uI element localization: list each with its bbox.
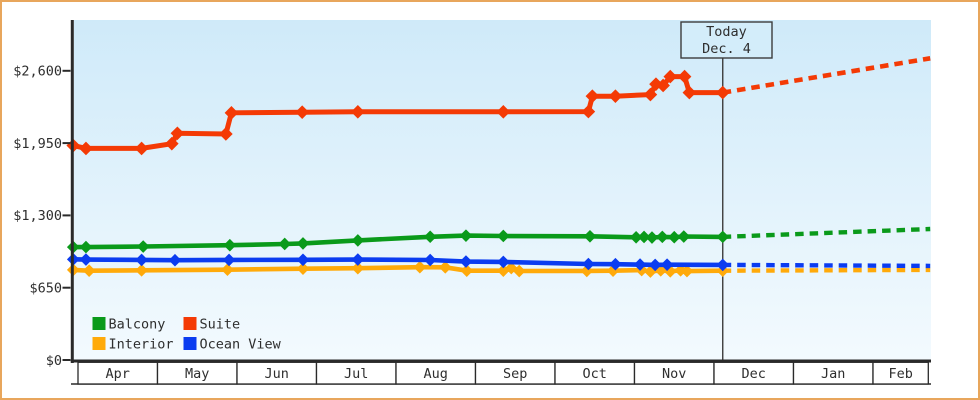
plot-background: [74, 20, 931, 360]
month-cell-feb: [872, 361, 929, 385]
legend-swatch-interior: [92, 337, 106, 350]
month-label: Oct: [583, 366, 607, 382]
month-label: Feb: [888, 366, 912, 382]
month-label: Apr: [106, 366, 130, 382]
month-label: Nov: [662, 366, 686, 382]
y-tick-label: $1,950: [13, 136, 62, 152]
month-label: Aug: [424, 366, 448, 382]
legend-swatch-ocean-view: [183, 337, 197, 350]
month-label: Jun: [265, 366, 289, 382]
month-label: May: [185, 366, 209, 382]
month-label: Jan: [821, 366, 845, 382]
series-markers-balcony: [66, 229, 730, 254]
series-markers-suite: [66, 69, 730, 156]
y-axis-line: [70, 20, 74, 363]
forecast-line-suite: [722, 56, 931, 95]
month-label: Sep: [503, 366, 527, 382]
legend-label: Suite: [200, 317, 241, 333]
legend-label: Interior: [109, 337, 174, 353]
series-line-ocean-view: [73, 257, 723, 268]
month-label: Dec: [742, 366, 766, 382]
y-tick-label: $1,300: [13, 208, 62, 224]
today-annotation-box: [680, 21, 773, 59]
y-tick-label: $650: [29, 281, 62, 297]
legend-swatch-suite: [183, 317, 197, 330]
month-label: Jul: [344, 366, 368, 382]
legend-label: Balcony: [109, 317, 166, 333]
y-tick-label: $2,600: [13, 64, 62, 80]
today-label-line2: Dec. 4: [702, 41, 751, 57]
legend-label: Ocean View: [200, 337, 282, 353]
today-label-line1: Today: [706, 24, 747, 40]
forecast-line-balcony: [722, 226, 931, 240]
series-markers-ocean-view: [66, 253, 730, 272]
x-axis-line: [70, 359, 932, 363]
legend-swatch-balcony: [92, 317, 106, 330]
y-tick-label: $0: [46, 353, 62, 369]
forecast-line-ocean-view: [722, 262, 931, 269]
forecast-line-interior: [722, 267, 931, 273]
